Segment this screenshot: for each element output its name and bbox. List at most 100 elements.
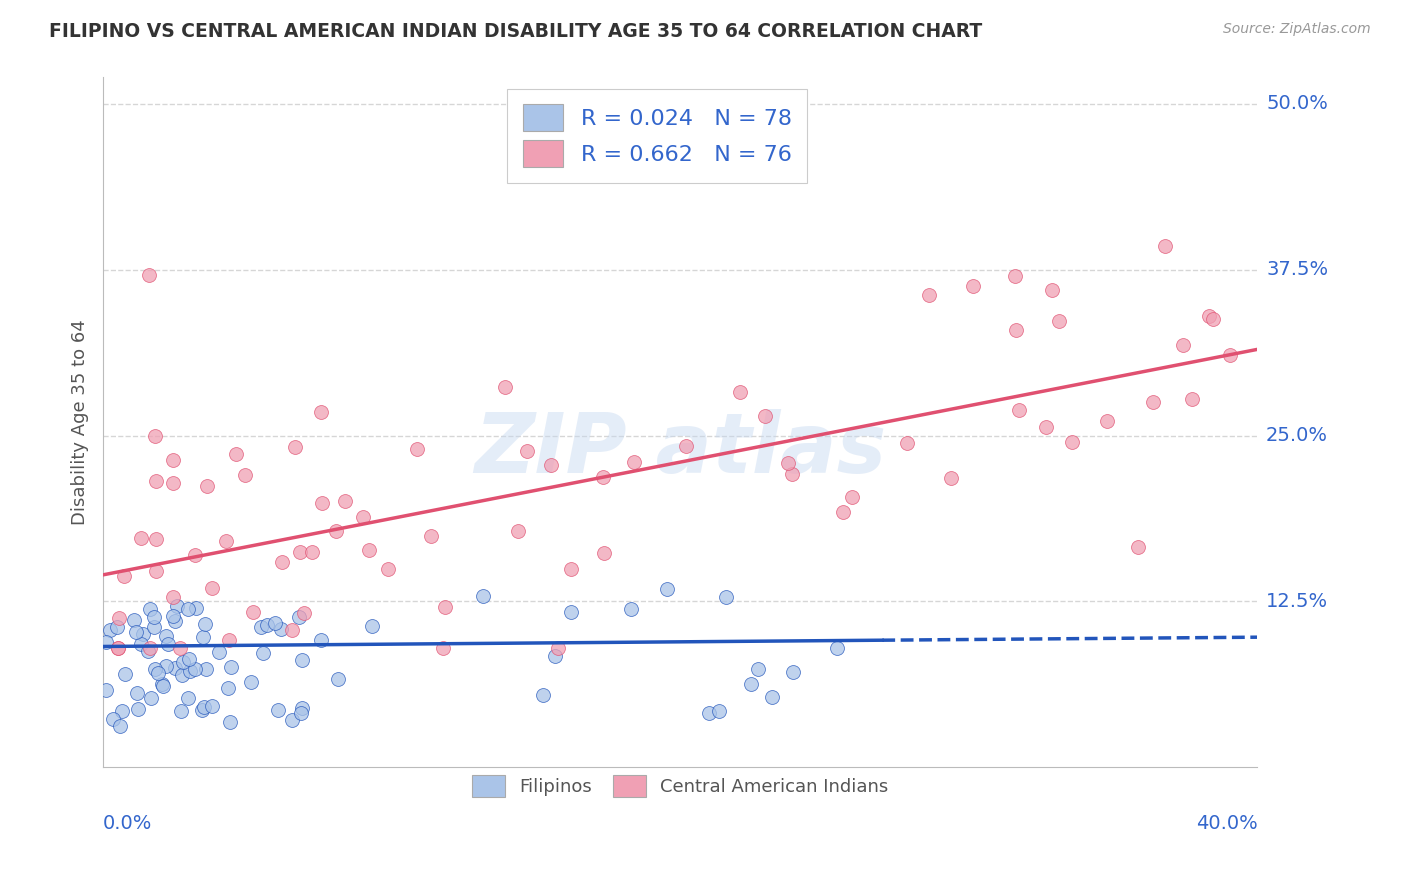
Point (170, 668, 193, 682)
Point (155, 629, 177, 643)
Point (1040, 283, 1063, 297)
Point (191, 630, 214, 644)
Point (112, 569, 135, 583)
Point (218, 715, 240, 730)
Point (143, 429, 166, 443)
Point (1047, 314, 1070, 328)
Point (1198, 309, 1220, 323)
Point (560, 562, 582, 576)
Point (360, 619, 382, 633)
Point (179, 652, 201, 666)
Point (186, 601, 208, 615)
Point (730, 385, 752, 400)
Point (114, 667, 136, 681)
Point (357, 542, 380, 557)
Point (138, 268, 160, 282)
Point (939, 471, 962, 485)
Point (560, 605, 582, 619)
Point (145, 532, 167, 546)
Point (697, 706, 720, 720)
Point (162, 476, 184, 491)
Point (125, 685, 148, 699)
Point (111, 704, 134, 718)
Point (263, 615, 285, 630)
Point (169, 704, 191, 718)
Point (165, 615, 187, 629)
Point (1004, 268, 1026, 283)
Point (776, 457, 799, 471)
Point (96, 635, 118, 649)
Point (145, 474, 167, 488)
Point (166, 599, 188, 613)
Legend: Filipinos, Central American Indians: Filipinos, Central American Indians (463, 766, 897, 806)
Point (301, 545, 323, 559)
Text: 25.0%: 25.0% (1265, 426, 1329, 445)
Point (506, 524, 529, 538)
Point (129, 531, 152, 545)
Point (962, 278, 984, 293)
Point (1095, 414, 1118, 428)
Point (124, 614, 146, 628)
Point (172, 655, 194, 669)
Point (165, 661, 187, 675)
Point (782, 665, 804, 680)
Point (284, 441, 307, 455)
Point (1142, 394, 1164, 409)
Point (540, 458, 562, 473)
Point (270, 555, 292, 569)
Point (208, 645, 231, 659)
Point (740, 676, 762, 690)
Text: 40.0%: 40.0% (1195, 814, 1257, 832)
Point (291, 701, 314, 715)
Point (290, 706, 312, 720)
Point (142, 610, 165, 624)
Point (593, 546, 616, 560)
Point (139, 640, 162, 655)
Point (217, 681, 239, 696)
Point (754, 409, 776, 423)
Point (256, 618, 278, 632)
Point (281, 624, 304, 638)
Text: 12.5%: 12.5% (1265, 592, 1329, 611)
Point (108, 611, 131, 625)
Point (1171, 338, 1194, 352)
Text: 37.5%: 37.5% (1265, 260, 1329, 279)
Point (432, 640, 454, 655)
Point (291, 653, 314, 667)
Point (675, 439, 697, 453)
Point (547, 640, 569, 655)
Point (309, 632, 332, 647)
Point (214, 534, 236, 549)
Point (1128, 540, 1150, 554)
Y-axis label: Disability Age 35 to 64: Disability Age 35 to 64 (72, 319, 89, 525)
Point (917, 288, 939, 302)
Point (176, 601, 198, 615)
Point (516, 443, 538, 458)
Point (195, 662, 218, 676)
Point (139, 602, 162, 616)
Point (105, 620, 128, 634)
Point (1062, 435, 1084, 450)
Point (831, 505, 853, 519)
Point (107, 640, 129, 655)
Point (896, 436, 918, 450)
Point (193, 699, 215, 714)
Point (162, 608, 184, 623)
Point (1035, 420, 1057, 434)
Point (707, 704, 730, 718)
Point (132, 627, 155, 641)
Point (162, 452, 184, 467)
Point (225, 447, 247, 461)
Point (288, 610, 311, 624)
Point (1181, 392, 1204, 406)
Point (184, 662, 207, 676)
Point (1154, 239, 1177, 253)
Point (281, 714, 304, 728)
Point (1219, 348, 1241, 362)
Point (292, 606, 315, 620)
Point (240, 675, 263, 690)
Point (129, 637, 152, 651)
Point (125, 624, 148, 639)
Point (183, 549, 205, 563)
Point (270, 623, 292, 637)
